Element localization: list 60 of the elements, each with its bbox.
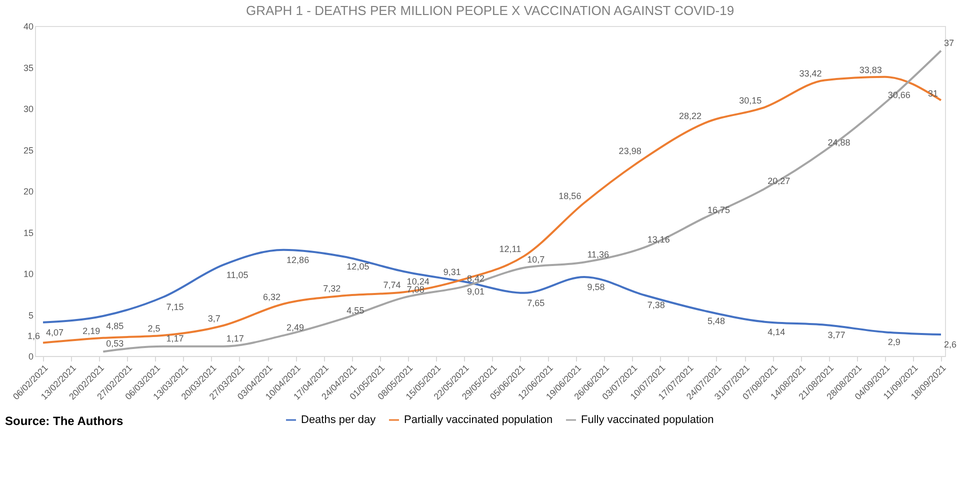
data-label: 2,5 xyxy=(148,323,160,334)
data-label: 1,17 xyxy=(166,333,184,344)
data-label: 9,58 xyxy=(587,282,605,292)
y-tick-label: 25 xyxy=(23,145,34,156)
data-label: 7,65 xyxy=(527,298,545,308)
data-label: 30,15 xyxy=(739,95,762,106)
legend-label: Partially vaccinated population xyxy=(404,414,553,426)
line-series xyxy=(102,50,942,353)
data-label: 30,66 xyxy=(888,90,910,100)
y-tick-label: 40 xyxy=(23,22,34,32)
data-label: 24,88 xyxy=(828,138,850,148)
legend-label: Deaths per day xyxy=(301,414,376,426)
data-label: 3,7 xyxy=(208,313,220,324)
data-label: 5,48 xyxy=(707,316,726,326)
data-label: 13,16 xyxy=(647,234,670,244)
y-tick-label: 10 xyxy=(23,269,34,279)
data-label: 16,75 xyxy=(707,204,730,215)
source-note: Source: The Authors xyxy=(5,414,124,428)
data-label: 4,55 xyxy=(346,305,364,316)
data-label: 2,9 xyxy=(888,337,900,348)
data-label: 1,6 xyxy=(28,330,40,341)
data-label: 4,14 xyxy=(768,326,786,337)
data-label: 4,07 xyxy=(46,327,64,338)
data-label: 1,17 xyxy=(226,333,244,344)
data-label: 11,05 xyxy=(226,270,248,280)
data-label: 28,22 xyxy=(678,111,702,122)
data-label: 10,7 xyxy=(527,254,545,265)
data-label: 33,42 xyxy=(799,68,822,78)
data-label: 0,53 xyxy=(106,338,124,349)
data-label: 2,6 xyxy=(944,340,957,350)
y-tick-label: 30 xyxy=(23,104,34,114)
data-label: 10,24 xyxy=(406,276,430,287)
y-tick-label: 15 xyxy=(23,228,34,238)
y-tick-label: 5 xyxy=(28,310,34,320)
data-label: 33,83 xyxy=(859,64,882,75)
y-tick-label: 35 xyxy=(23,62,34,73)
data-label: 3,77 xyxy=(828,330,846,340)
data-label: 7,32 xyxy=(323,284,341,294)
chart-title: GRAPH 1 - DEATHS PER MILLION PEOPLE X VACCINATION AGAINST COVID-19 xyxy=(246,3,734,18)
data-label: 23,98 xyxy=(618,146,642,156)
data-label: 11,36 xyxy=(587,249,610,260)
legend-label: Fully vaccinated population xyxy=(581,414,714,426)
data-label: 2,49 xyxy=(286,322,304,332)
data-label: 12,05 xyxy=(346,262,370,272)
data-label: 12,86 xyxy=(286,254,310,265)
data-label: 18,56 xyxy=(558,190,582,201)
data-label: 6,32 xyxy=(263,292,281,302)
data-label: 12,11 xyxy=(499,244,522,254)
data-label: 37 xyxy=(944,38,954,48)
data-label: 9,31 xyxy=(443,267,461,278)
data-label: 7,38 xyxy=(647,300,665,310)
data-label: 2,19 xyxy=(82,326,100,336)
y-tick-label: 0 xyxy=(28,352,34,362)
data-label: 7,15 xyxy=(166,302,184,312)
data-label: 8,42 xyxy=(466,274,484,284)
data-label: 7,74 xyxy=(383,280,401,290)
data-label: 4,85 xyxy=(106,320,124,331)
y-tick-label: 20 xyxy=(23,186,34,196)
data-label: 20,27 xyxy=(768,176,790,186)
data-label: 9,01 xyxy=(466,286,484,297)
